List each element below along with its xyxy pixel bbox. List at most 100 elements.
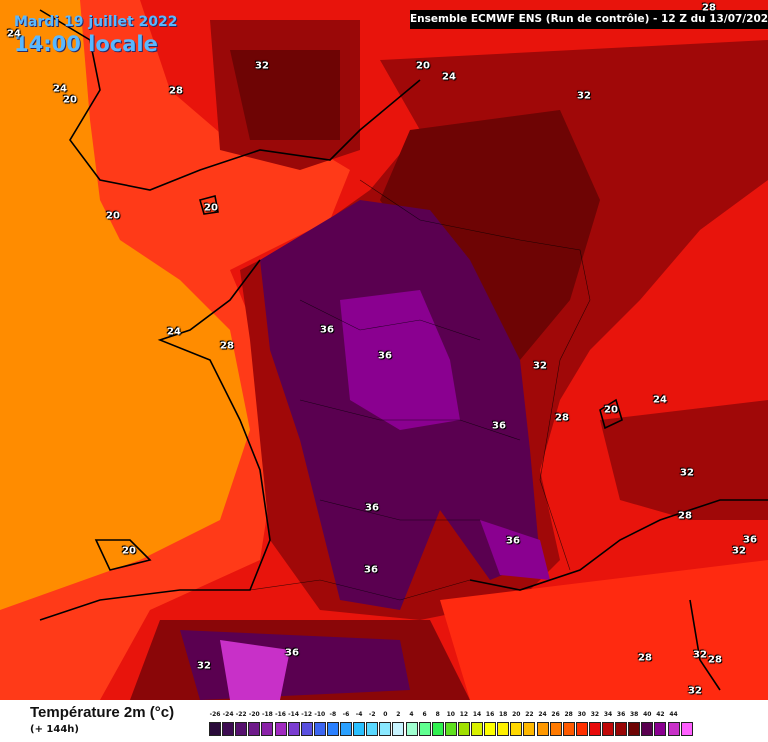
isotherm-label: 28	[638, 652, 652, 664]
legend-swatch	[366, 722, 379, 736]
isotherm-label: 24	[53, 83, 67, 95]
legend-tick: 8	[435, 711, 440, 718]
legend-swatch	[575, 722, 588, 736]
legend-tick: 0	[383, 711, 388, 718]
legend-tick: 20	[512, 711, 521, 718]
legend-swatch	[274, 722, 287, 736]
legend-swatch	[641, 722, 654, 736]
legend-tick: 32	[590, 711, 600, 718]
model-run-info: Ensemble ECMWF ENS (Run de contrôle) - 1…	[410, 10, 768, 29]
legend-tick: -12	[301, 711, 313, 718]
isotherm-label: 36	[506, 535, 520, 547]
legend-subtitle: (+ 144h)	[30, 724, 79, 735]
isotherm-label: 20	[416, 60, 430, 72]
legend-swatch	[667, 722, 680, 736]
legend-tick: -6	[342, 711, 350, 718]
legend-tick: 16	[485, 711, 495, 718]
legend-tick: -2	[368, 711, 376, 718]
legend-tick: 26	[551, 711, 560, 718]
hot-zone-italy	[600, 400, 768, 520]
legend-swatch	[326, 722, 339, 736]
legend-tick: 28	[564, 711, 573, 718]
isotherm-label: 36	[492, 420, 506, 432]
legend-tick: -8	[329, 711, 337, 718]
legend-tick: 12	[459, 711, 469, 718]
legend-swatch	[431, 722, 444, 736]
isotherm-label: 36	[364, 564, 378, 576]
legend-tick: 14	[472, 711, 482, 718]
legend-tick: 6	[422, 711, 427, 718]
legend-swatch	[602, 722, 614, 736]
legend-tick: -18	[261, 711, 273, 718]
mediterranean-zone	[440, 560, 768, 700]
legend-title: Température 2m (°c)	[30, 704, 175, 721]
legend-swatch	[471, 722, 483, 736]
isotherm-label: 20	[63, 94, 77, 106]
temperature-map: Mardi 19 juillet 2022 14:00 locale Ensem…	[0, 0, 768, 700]
legend-swatch	[457, 722, 470, 736]
legend-tick: -16	[275, 711, 286, 718]
legend-tick: 22	[525, 711, 534, 718]
legend-tick: 18	[499, 711, 508, 718]
isotherm-label: 32	[680, 467, 694, 479]
legend-tick: 30	[577, 711, 586, 718]
legend-tick: -26	[209, 711, 221, 718]
legend-swatch	[405, 722, 418, 736]
legend-swatch	[392, 722, 405, 736]
legend-swatch	[353, 722, 366, 736]
isotherm-label: 28	[678, 510, 692, 522]
legend-swatch	[261, 722, 274, 736]
coastlines	[39, 9, 768, 691]
legend-tick: -4	[355, 711, 363, 718]
legend-swatch	[497, 722, 510, 736]
isotherm-label: 28	[708, 654, 722, 666]
isotherm-label: 20	[604, 404, 618, 416]
isotherm-label: 36	[365, 502, 379, 514]
isotherm-label: 32	[577, 90, 591, 102]
isotherm-label: 24	[442, 71, 456, 83]
legend-swatch	[510, 722, 523, 736]
isotherm-label: 24	[653, 394, 667, 406]
legend-swatch	[680, 722, 693, 736]
isotherm-label: 20	[122, 545, 136, 557]
legend-swatch	[562, 722, 575, 736]
isotherm-label: 20	[204, 202, 218, 214]
legend-swatch	[588, 722, 601, 736]
legend-tick: 44	[669, 711, 678, 718]
legend-swatch	[313, 722, 326, 736]
isotherm-label: 20	[106, 210, 120, 222]
isotherm-label: 28	[555, 412, 569, 424]
isotherm-label: 24	[167, 326, 181, 338]
legend-swatch	[628, 722, 641, 736]
legend-swatch	[654, 722, 667, 736]
legend-tick: 2	[396, 711, 401, 718]
legend-tick: 34	[603, 711, 613, 718]
legend-swatch	[300, 722, 313, 736]
legend-tick: -20	[248, 711, 260, 718]
legend-swatch	[248, 722, 261, 736]
isotherm-label: 32	[732, 545, 746, 557]
isotherm-label: 36	[378, 350, 392, 362]
legend-tick: 36	[616, 711, 626, 718]
forecast-time: 14:00 locale	[14, 32, 158, 56]
legend-tick: -10	[314, 711, 326, 718]
legend-swatch	[209, 722, 221, 736]
legend-swatch	[287, 722, 300, 736]
legend-swatch	[222, 722, 235, 736]
borders	[249, 179, 591, 601]
legend-tick: 4	[409, 711, 414, 718]
isotherm-label: 28	[169, 85, 183, 97]
forecast-date: Mardi 19 juillet 2022	[14, 14, 178, 30]
legend-swatch	[536, 722, 549, 736]
legend-tick: 24	[538, 711, 547, 718]
isotherm-label: 36	[285, 647, 299, 659]
isotherm-label: 24	[7, 28, 21, 40]
map-canvas	[0, 0, 768, 700]
peak-zone-rhone	[480, 520, 550, 580]
legend-tick: 38	[630, 711, 639, 718]
legend-swatch	[615, 722, 628, 736]
peak-zone-spain	[220, 640, 290, 700]
legend-tick: 40	[643, 711, 652, 718]
isotherm-label: 28	[220, 340, 234, 352]
legend-tick: 10	[446, 711, 455, 718]
